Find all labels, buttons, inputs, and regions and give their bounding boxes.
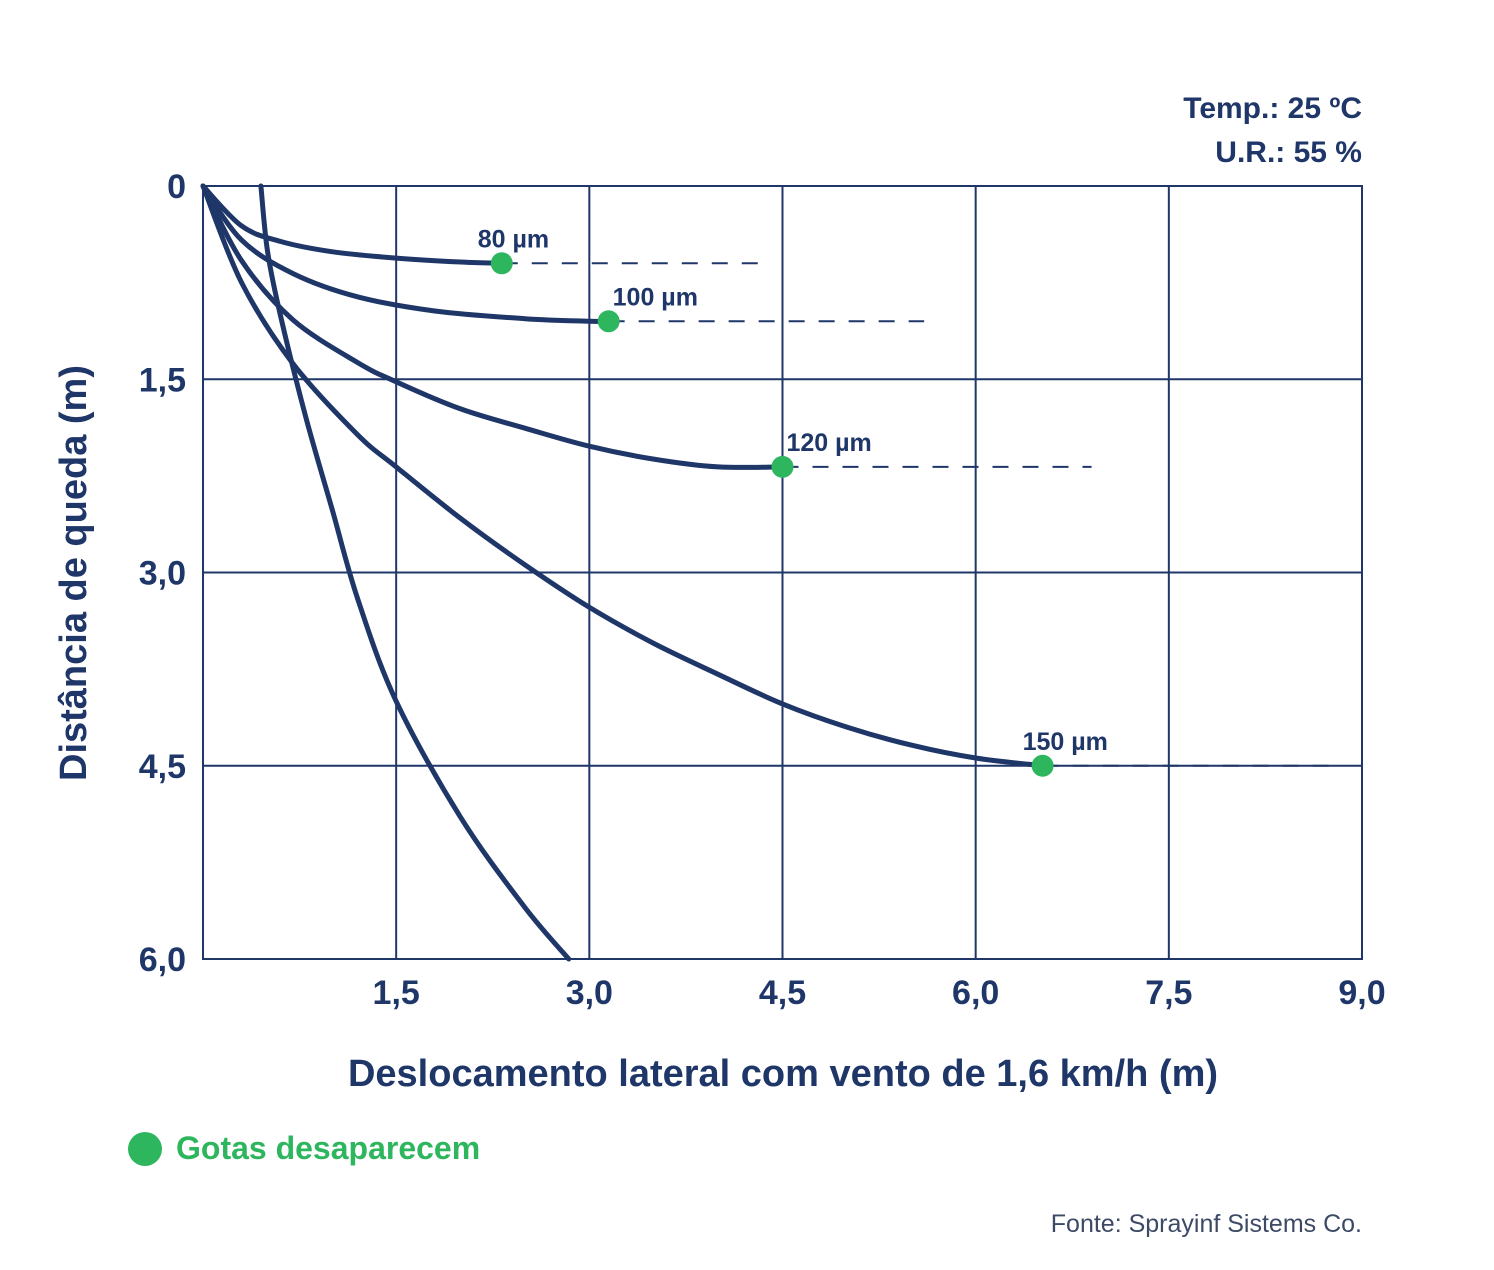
legend-marker: [128, 1131, 162, 1166]
series-curve-1: [200, 183, 505, 266]
x-tick-label: 4,5: [759, 974, 806, 1012]
x-tick-labels: 1,5 3,0 4,5 6,0 7,5 9,0: [373, 974, 1386, 1012]
temperature-label: Temp.: 25 ºC: [1183, 92, 1362, 125]
series-label: 80 µm: [478, 225, 549, 253]
y-axis-title: Distância de queda (m): [53, 365, 95, 781]
series-label: 120 µm: [787, 429, 872, 457]
x-tick-label: 3,0: [566, 974, 613, 1012]
legend-label: Gotas desaparecem: [176, 1130, 481, 1166]
x-tick-label: 9,0: [1338, 974, 1385, 1012]
curves: [200, 183, 1046, 962]
y-tick-label: 4,5: [139, 748, 186, 786]
y-tick-label: 0: [167, 168, 186, 206]
evaporation-point-marker: [597, 310, 620, 333]
humidity-label: U.R.: 55 %: [1215, 136, 1362, 169]
grid: [202, 185, 1363, 960]
x-axis-title: Deslocamento lateral com vento de 1,6 km…: [348, 1053, 1218, 1095]
evaporation-point-marker: [771, 455, 794, 478]
legend: Gotas desaparecem: [128, 1130, 480, 1167]
x-tick-label: 7,5: [1145, 974, 1192, 1012]
series-label: 100 µm: [613, 283, 698, 311]
evaporation-point-marker: [1031, 754, 1054, 777]
markers: 80 µm 100 µm 120 µm 150 µm: [478, 225, 1108, 777]
y-tick-label: 1,5: [139, 361, 186, 399]
dashed-extensions: [501, 262, 1337, 767]
series-label: 150 µm: [1023, 728, 1108, 756]
y-tick-label: 6,0: [139, 941, 186, 979]
y-tick-labels: 0 1,5 3,0 4,5 6,0: [139, 168, 186, 979]
series-curve-4: [200, 183, 1046, 769]
x-tick-label: 6,0: [952, 974, 999, 1012]
series-curve-2: [200, 183, 612, 324]
series-curve-5: [258, 183, 572, 962]
y-tick-label: 3,0: [139, 555, 186, 593]
source-note: Fonte: Sprayinf Sistems Co.: [1050, 1210, 1362, 1238]
x-tick-label: 1,5: [373, 974, 420, 1012]
series-curve-3: [200, 183, 785, 470]
evaporation-point-marker: [490, 252, 513, 275]
